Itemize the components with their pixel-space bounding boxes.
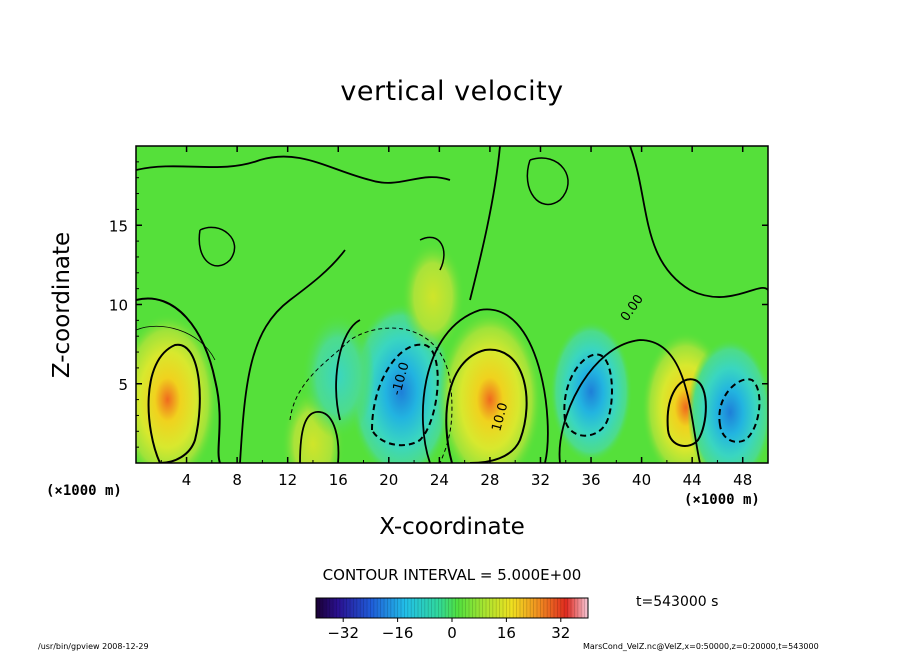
x-tick-label-2: 12 — [278, 471, 297, 489]
footer-right: MarsCond_VelZ.nc@VelZ,x=0:50000,z=0:2000… — [583, 642, 819, 651]
x-tick-label-0: 4 — [182, 471, 192, 489]
x-axis-label: X-coordinate — [379, 514, 525, 540]
y-ticks: 5 10 15 — [109, 161, 768, 448]
velocity-cell-8 — [401, 240, 465, 353]
x-tick-label-9: 40 — [632, 471, 651, 489]
y-tick-label-0: 5 — [118, 376, 128, 394]
contour-interval-row: CONTOUR INTERVAL = 5.000E+00 — [0, 566, 904, 584]
colorbar-tick-label-2: 0 — [447, 624, 457, 642]
velocity-cell-7 — [687, 338, 768, 463]
y-tick-label-2: 15 — [109, 217, 128, 235]
footer-left: /usr/bin/gpview 2008-12-29 — [38, 642, 149, 651]
contour-label-1: 10.0 — [489, 401, 511, 433]
velocity-cells — [136, 240, 768, 463]
x-tick-label-5: 24 — [430, 471, 449, 489]
x-tick-label-6: 28 — [480, 471, 499, 489]
x-tick-label-10: 44 — [683, 471, 702, 489]
x-tick-label-4: 20 — [379, 471, 398, 489]
x-tick-label-1: 8 — [232, 471, 242, 489]
colorbar-ticks: −32 −16 0 16 32 — [327, 618, 570, 642]
velocity-cell-3 — [301, 312, 375, 440]
x-tick-label-8: 36 — [581, 471, 600, 489]
x-tick-label-7: 32 — [531, 471, 550, 489]
contour-lines — [136, 146, 768, 463]
colorbar-tick-label-3: 16 — [497, 624, 516, 642]
colorbar-tick-label-1: −16 — [382, 624, 414, 642]
colorbar-tick-label-4: 32 — [551, 624, 570, 642]
x-axis-label-row: X-coordinate — [0, 514, 904, 540]
x-unit-right: (×1000 m) — [684, 492, 760, 508]
chart-title: vertical velocity — [340, 76, 564, 107]
x-unit-left: (×1000 m) — [46, 483, 122, 499]
y-tick-label-1: 10 — [109, 297, 128, 315]
velocity-cell-5 — [549, 320, 633, 463]
contour-interval: CONTOUR INTERVAL = 5.000E+00 — [322, 566, 582, 584]
time-label: t=543000 s — [636, 594, 719, 610]
velocity-cell-0 — [136, 312, 219, 463]
x-tick-label-11: 48 — [733, 471, 752, 489]
x-ticks: 4 8 12 16 20 24 28 32 36 40 44 48 — [160, 146, 752, 489]
velocity-cell-4 — [437, 310, 543, 463]
x-tick-label-3: 16 — [329, 471, 348, 489]
colorbar-tick-label-0: −32 — [327, 624, 359, 642]
colorbar-stripes — [318, 598, 585, 618]
